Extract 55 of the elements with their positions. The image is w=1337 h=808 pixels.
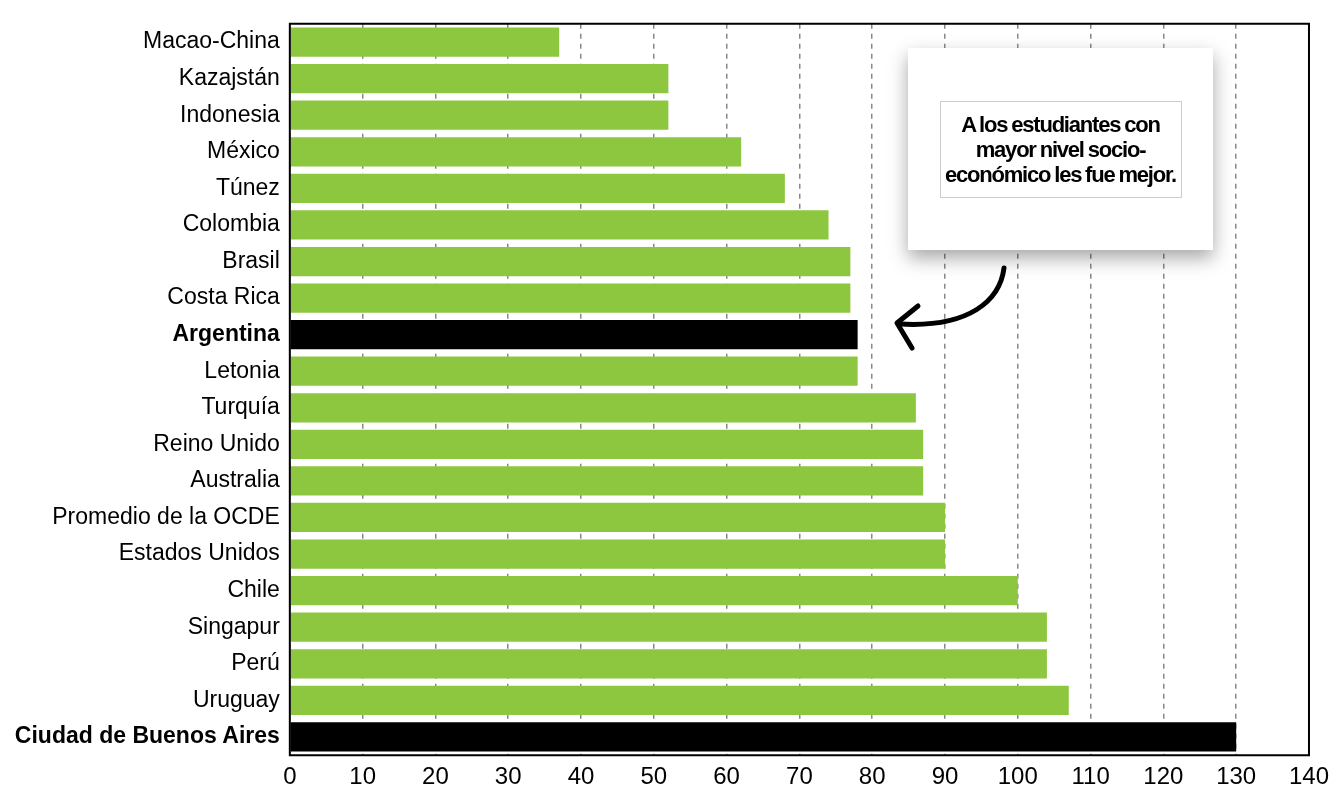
y-tick-label: Australia xyxy=(190,466,281,493)
x-tick-label: 130 xyxy=(1216,762,1257,790)
bar xyxy=(290,27,560,57)
y-tick-label: Uruguay xyxy=(192,685,281,712)
bar xyxy=(290,64,669,94)
x-tick-label: 140 xyxy=(1288,762,1329,790)
x-tick-label: 110 xyxy=(1071,762,1110,790)
bar xyxy=(290,685,1069,715)
bar xyxy=(290,100,669,130)
y-tick-label: México xyxy=(206,137,280,164)
y-tick-label: Costa Rica xyxy=(167,283,281,310)
bar xyxy=(290,612,1047,642)
x-tick-label: 20 xyxy=(422,762,449,790)
speech-bubble: A los estudiantes con mayor nivel socio-económico les fue mejor. xyxy=(908,48,1213,250)
x-tick-label: 50 xyxy=(640,762,668,790)
x-tick-label: 40 xyxy=(567,762,595,790)
y-tick-label: Chile xyxy=(227,575,280,602)
bar xyxy=(290,429,924,459)
x-tick-label: 90 xyxy=(931,762,959,790)
y-tick-label: Singapur xyxy=(187,612,281,639)
y-tick-label: Macao-China xyxy=(143,27,281,54)
y-tick-label: Argentina xyxy=(172,319,281,346)
y-tick-label: Turquía xyxy=(201,393,281,420)
y-tick-label: Colombia xyxy=(182,210,281,237)
bar xyxy=(290,466,924,496)
x-tick-label: 10 xyxy=(349,762,376,790)
bar xyxy=(290,539,945,569)
x-tick-label: 0 xyxy=(283,762,297,790)
y-tick-label: Túnez xyxy=(215,173,280,200)
bar xyxy=(290,283,851,313)
y-tick-label: Letonia xyxy=(204,356,281,383)
bar xyxy=(290,246,851,277)
x-tick-label: 120 xyxy=(1143,762,1184,790)
bar xyxy=(290,576,1018,606)
y-tick-label: Indonesia xyxy=(180,100,281,127)
bar xyxy=(290,137,742,167)
y-tick-label: Perú xyxy=(231,649,280,676)
y-tick-label: Brasil xyxy=(222,246,280,273)
bar xyxy=(290,393,916,423)
bar xyxy=(290,173,785,203)
annotation: A los estudiantes con mayor nivel socio-económico les fue mejor. xyxy=(939,100,1182,198)
x-tick-label: 30 xyxy=(494,762,522,790)
y-tick-label: Promedio de la OCDE xyxy=(52,502,280,529)
bar xyxy=(290,649,1047,679)
y-tick-label: Kazajstán xyxy=(178,64,280,90)
y-tick-label: Ciudad de Buenos Aires xyxy=(14,722,280,749)
bar xyxy=(290,502,945,533)
x-tick-label: 70 xyxy=(786,762,813,790)
bar xyxy=(290,356,858,386)
x-tick-label: 60 xyxy=(713,762,740,790)
x-tick-label: 80 xyxy=(858,762,886,790)
bar xyxy=(290,210,829,240)
x-tick-label: 100 xyxy=(997,762,1038,790)
y-tick-label: Reino Unido xyxy=(153,429,280,456)
y-tick-label: Estados Unidos xyxy=(118,539,280,566)
